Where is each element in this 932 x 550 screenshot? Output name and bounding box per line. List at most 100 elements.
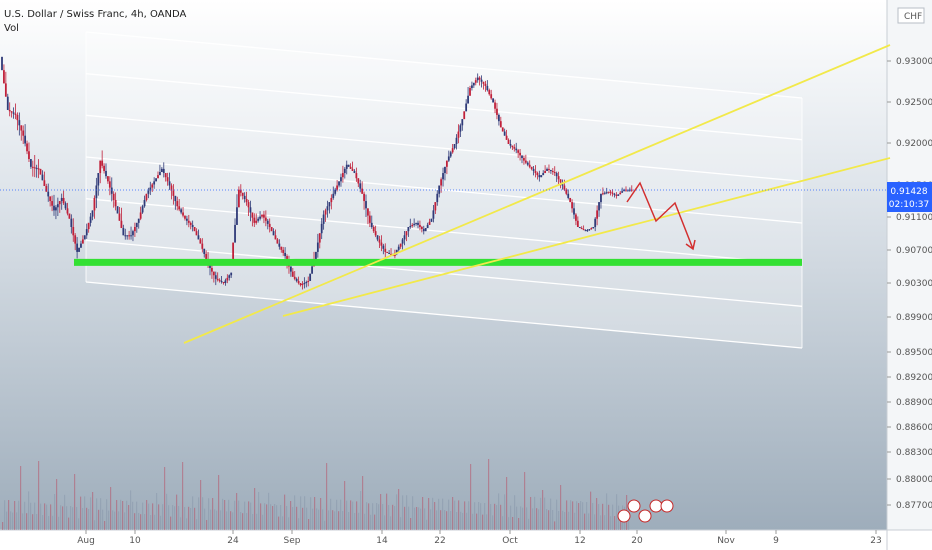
currency-box[interactable] (897, 7, 925, 24)
candle-body (345, 164, 348, 169)
candle-body (311, 266, 313, 274)
volume-bar (502, 516, 504, 530)
volume-bar (606, 493, 608, 530)
volume-bar (114, 511, 116, 530)
trend-line[interactable] (183, 44, 891, 344)
candle-body (234, 224, 236, 243)
flag-icon[interactable] (660, 499, 674, 513)
volume-bar (80, 496, 82, 530)
volume-bar (384, 515, 386, 530)
volume-bar (274, 504, 276, 530)
volume-bar (316, 508, 318, 530)
candle-body (419, 224, 421, 227)
flag-icon[interactable] (617, 509, 631, 523)
candle-body (480, 79, 483, 82)
candle-body (16, 114, 19, 121)
candle-body (497, 114, 500, 122)
volume-bar (376, 503, 378, 530)
candle-body (386, 251, 389, 253)
candle-body (261, 214, 263, 217)
volume-bar (182, 462, 184, 530)
candle-body (575, 214, 577, 221)
volume-bar (100, 498, 102, 530)
candle-body (232, 242, 235, 261)
candle-body (482, 81, 485, 84)
volume-bar (12, 512, 14, 530)
candle-body (307, 280, 310, 282)
volume-bar (548, 510, 550, 530)
candle-body (218, 279, 221, 281)
support-zone[interactable] (74, 258, 802, 266)
volume-bar (172, 505, 174, 530)
candle-body (390, 253, 392, 256)
candle-body (440, 179, 443, 186)
volume-bar (90, 497, 92, 530)
candle-body (397, 246, 400, 250)
candle-body (363, 193, 365, 202)
volume-bar (126, 500, 128, 530)
candle-body (511, 145, 514, 148)
volume-bar (362, 476, 364, 530)
volume-bar (600, 515, 602, 530)
event-badges[interactable] (617, 499, 674, 523)
volume-bar (120, 499, 122, 530)
volume-bar (426, 519, 428, 530)
candle-body (422, 229, 425, 232)
volume-bar (386, 493, 388, 530)
time-tick-label: Aug (77, 536, 95, 546)
candle-body (1, 56, 3, 71)
volume-bar (526, 507, 528, 530)
volume-bar (580, 501, 582, 530)
volume-bar (582, 502, 584, 530)
volume-bar (494, 503, 496, 530)
volume-bar (500, 504, 502, 530)
volume-bar (108, 510, 110, 530)
volume-bar (66, 506, 68, 530)
candle-body (151, 184, 154, 188)
volume-bar (16, 512, 18, 530)
volume-bar (178, 506, 180, 530)
volume-bar (144, 514, 146, 530)
volume-bar (466, 512, 468, 530)
candle-body (143, 200, 146, 207)
projection-path[interactable] (626, 181, 694, 250)
volume-bar (596, 498, 598, 530)
volume-bar (420, 508, 422, 530)
volume-bar (408, 506, 410, 530)
candle-body (264, 217, 267, 221)
candle-body (51, 201, 53, 206)
volume-bar (130, 490, 132, 530)
candle-body (193, 227, 196, 232)
candle-body (103, 165, 105, 171)
flag-icon[interactable] (649, 499, 663, 513)
volume-bar (2, 522, 4, 530)
candle-body (195, 231, 198, 236)
volume-bar (32, 514, 34, 530)
volume-bar (232, 512, 234, 530)
candle-body (611, 192, 614, 194)
candle-body (417, 222, 419, 225)
volume-bar (118, 511, 120, 530)
volume-bar (214, 509, 216, 530)
candle-body (303, 283, 306, 285)
candle-body (548, 168, 550, 170)
candle-body (37, 168, 40, 170)
candle-body (432, 210, 435, 219)
candle-body (455, 137, 458, 144)
volume-bar (166, 493, 168, 530)
candle-body (580, 228, 583, 230)
candle-body (220, 280, 223, 282)
candle-body (31, 166, 34, 168)
volume-bar (158, 504, 160, 530)
candle-body (49, 196, 52, 202)
trend-line[interactable] (282, 157, 891, 317)
candle-body (569, 197, 572, 203)
flag-icon[interactable] (627, 499, 641, 513)
volume-bar (296, 506, 298, 530)
candle-body (474, 80, 477, 83)
volume-bar (312, 508, 314, 530)
flag-icon[interactable] (638, 509, 652, 523)
candle-body (203, 248, 206, 254)
candle-body (326, 206, 329, 211)
